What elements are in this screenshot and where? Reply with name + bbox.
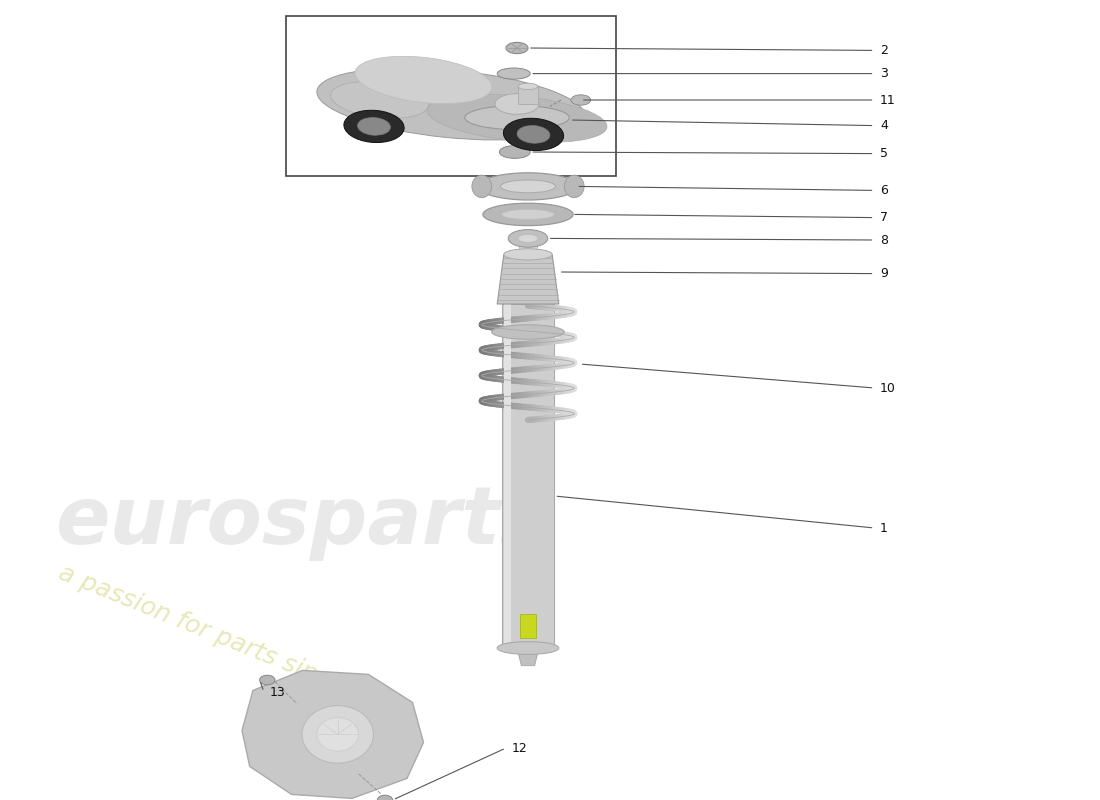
Ellipse shape: [517, 126, 550, 143]
Text: 11: 11: [880, 94, 895, 106]
Polygon shape: [517, 648, 539, 666]
Ellipse shape: [377, 795, 393, 800]
Text: 3: 3: [880, 67, 888, 80]
Ellipse shape: [317, 718, 359, 751]
Ellipse shape: [499, 146, 530, 158]
Bar: [502, 304, 554, 648]
Text: eurosparts: eurosparts: [55, 483, 548, 561]
Ellipse shape: [301, 706, 373, 763]
Text: 5: 5: [880, 147, 888, 160]
Ellipse shape: [472, 175, 492, 198]
Ellipse shape: [571, 94, 591, 106]
Polygon shape: [497, 254, 559, 304]
Text: 2: 2: [880, 44, 888, 57]
Ellipse shape: [492, 325, 564, 339]
Ellipse shape: [483, 203, 573, 226]
Ellipse shape: [504, 118, 563, 150]
Text: 9: 9: [880, 267, 888, 280]
Text: 4: 4: [880, 119, 888, 132]
Text: 8: 8: [880, 234, 888, 246]
Text: 10: 10: [880, 382, 895, 394]
Ellipse shape: [504, 249, 552, 260]
Bar: [518, 86, 538, 104]
Text: a passion for parts since 1985: a passion for parts since 1985: [55, 562, 415, 725]
Ellipse shape: [500, 180, 556, 193]
Bar: [520, 614, 536, 638]
Ellipse shape: [506, 42, 528, 54]
Ellipse shape: [564, 175, 584, 198]
Bar: [504, 304, 512, 648]
Ellipse shape: [331, 82, 428, 118]
Polygon shape: [242, 670, 424, 798]
Ellipse shape: [317, 68, 585, 140]
Ellipse shape: [464, 106, 570, 130]
Text: 1: 1: [880, 522, 888, 534]
Text: 6: 6: [880, 184, 888, 197]
Ellipse shape: [518, 234, 538, 242]
Ellipse shape: [427, 94, 607, 142]
Ellipse shape: [355, 56, 492, 104]
Ellipse shape: [518, 83, 538, 90]
Ellipse shape: [497, 642, 559, 654]
Ellipse shape: [508, 230, 548, 247]
Ellipse shape: [344, 110, 404, 142]
Ellipse shape: [260, 675, 275, 685]
Bar: [286, 16, 616, 176]
Ellipse shape: [502, 209, 554, 219]
Ellipse shape: [358, 118, 390, 135]
Text: 12: 12: [512, 742, 527, 754]
Ellipse shape: [495, 94, 539, 114]
Text: 13: 13: [270, 686, 285, 698]
Bar: [519, 240, 537, 304]
Ellipse shape: [497, 68, 530, 79]
Ellipse shape: [478, 173, 578, 200]
Text: 7: 7: [880, 211, 888, 224]
